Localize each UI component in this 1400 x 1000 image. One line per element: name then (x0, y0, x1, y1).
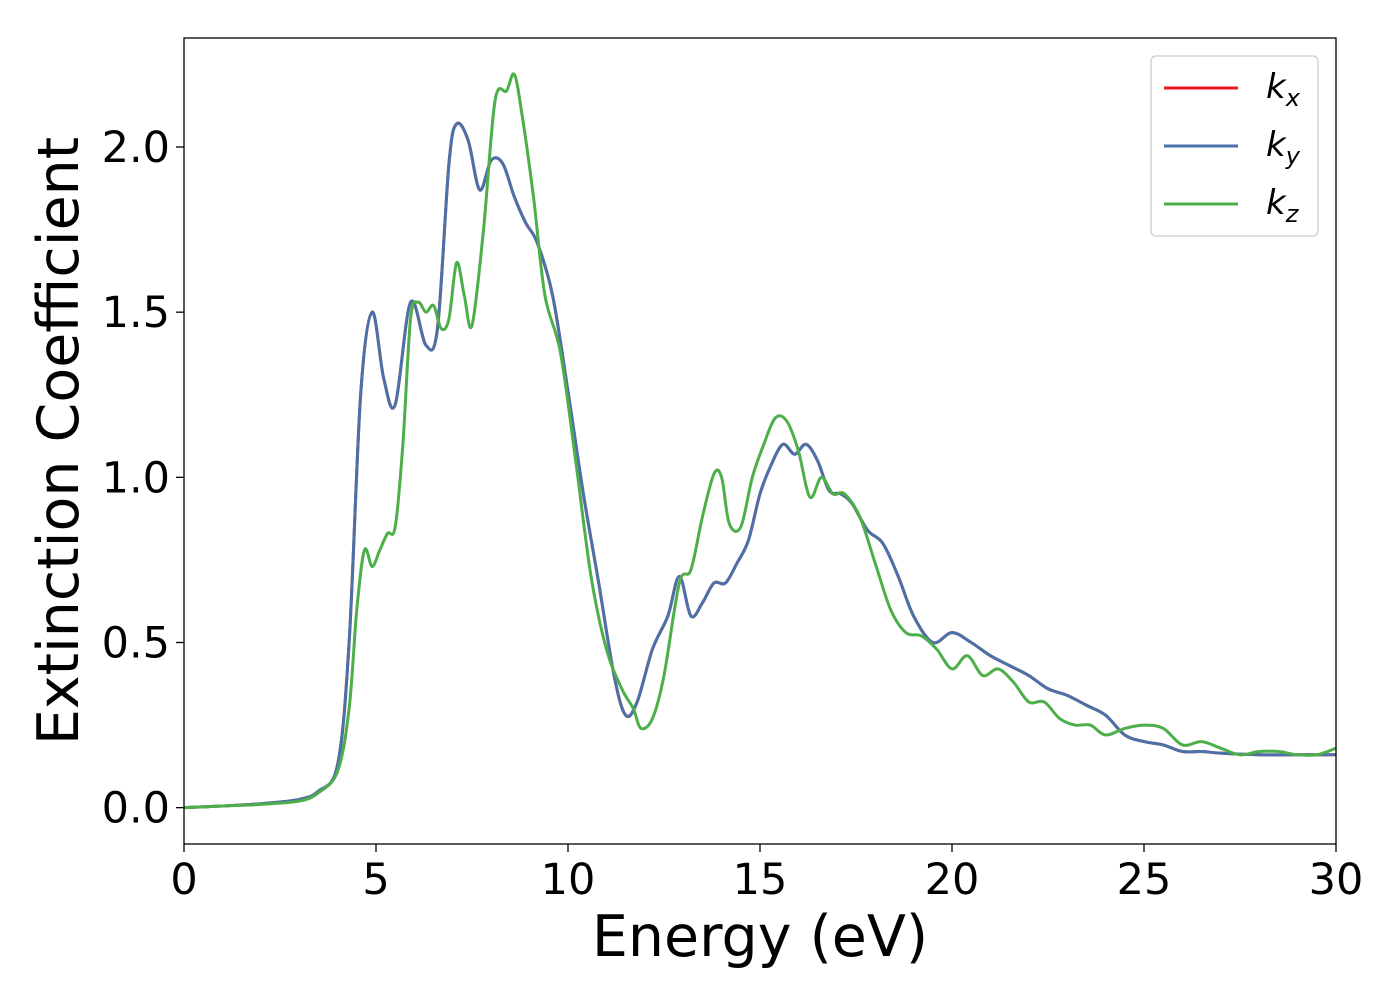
x-tick-label: 20 (925, 855, 980, 905)
legend-label-main: k (1266, 183, 1287, 223)
y-tick-label: 1.0 (102, 453, 170, 503)
legend-label-subscript: y (1285, 142, 1301, 170)
legend-label-kx: kx (1266, 67, 1301, 112)
series-line-ky (184, 121, 1336, 810)
x-tick-label: 5 (362, 855, 389, 905)
x-tick-label: 25 (1117, 855, 1172, 905)
series-line-kz (184, 72, 1336, 810)
y-tick-label: 0.0 (102, 784, 170, 834)
legend-label-main: k (1266, 125, 1287, 165)
y-tick-label: 1.5 (102, 288, 170, 338)
y-tick-label: 0.5 (102, 619, 170, 669)
x-tick-label: 10 (541, 855, 596, 905)
legend-label-ky: ky (1266, 125, 1301, 170)
x-tick-label: 30 (1309, 855, 1364, 905)
x-tick-label: 15 (733, 855, 788, 905)
tick-layer: 0 5 10 15 20 25 30 0.0 0.5 1.0 1.5 2.0 (102, 123, 1364, 905)
x-tick-label: 0 (170, 855, 197, 905)
legend-label-main: k (1266, 67, 1287, 107)
series-layer (184, 72, 1336, 810)
y-axis-title: Extinction Coefficient (26, 137, 92, 745)
legend-label-subscript: z (1285, 200, 1300, 228)
legend-label-subscript: x (1285, 84, 1301, 112)
x-axis-title: Energy (eV) (592, 904, 928, 970)
legend-label-kz: kz (1266, 183, 1300, 228)
y-tick-label: 2.0 (102, 123, 170, 173)
